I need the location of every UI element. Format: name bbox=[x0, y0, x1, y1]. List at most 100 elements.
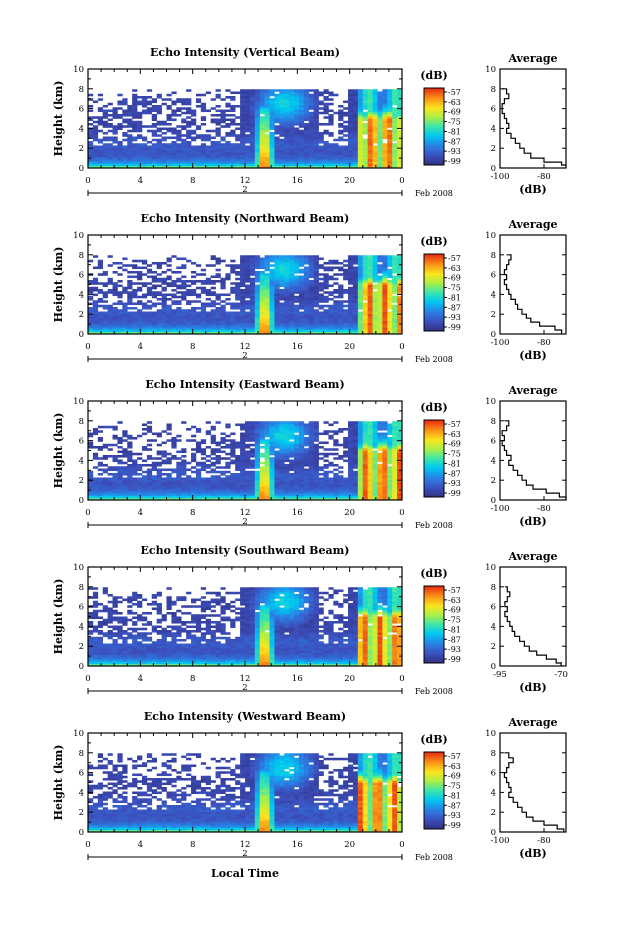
heat-cell bbox=[112, 125, 118, 128]
heat-cell bbox=[313, 114, 319, 117]
heat-cell bbox=[362, 143, 368, 146]
heat-cell bbox=[274, 255, 280, 258]
colorbar-tick-label: -63 bbox=[448, 264, 461, 273]
heat-cell bbox=[303, 461, 310, 465]
heat-cell bbox=[328, 93, 334, 97]
heat-cell bbox=[102, 318, 108, 321]
heat-cell bbox=[274, 259, 280, 263]
heat-cell bbox=[264, 264, 270, 267]
heat-cell bbox=[245, 479, 251, 483]
heat-cell bbox=[249, 268, 256, 272]
heat-cell bbox=[225, 320, 231, 324]
heat-cell bbox=[284, 464, 290, 467]
heat-cell bbox=[294, 111, 300, 115]
heat-cell bbox=[127, 111, 133, 115]
heat-cell bbox=[352, 318, 359, 321]
heat-cell bbox=[254, 298, 261, 301]
heat-cell bbox=[195, 464, 202, 467]
heat-cell bbox=[279, 282, 285, 285]
heat-cell bbox=[102, 327, 108, 330]
heat-cell bbox=[132, 307, 138, 310]
heat-cell bbox=[274, 322, 280, 326]
heat-cell bbox=[279, 123, 285, 126]
heat-cell bbox=[215, 475, 221, 478]
heat-cell bbox=[141, 262, 148, 265]
heat-cell bbox=[97, 120, 104, 124]
heat-cell bbox=[254, 107, 261, 110]
heat-cell bbox=[102, 147, 108, 151]
heat-cell bbox=[259, 497, 265, 501]
heat-cell bbox=[166, 329, 172, 333]
heat-cell bbox=[195, 486, 202, 490]
heat-cell bbox=[348, 304, 354, 308]
heat-cell bbox=[176, 329, 182, 333]
heat-cell bbox=[171, 486, 177, 490]
heat-cell bbox=[269, 109, 275, 113]
heat-cell bbox=[279, 322, 285, 326]
heat-cell bbox=[92, 255, 99, 258]
heat-cell bbox=[382, 129, 388, 133]
colorbar-tick-label: -63 bbox=[448, 98, 461, 107]
heat-cell bbox=[318, 482, 324, 485]
heat-cell bbox=[323, 96, 329, 99]
heat-cell bbox=[313, 446, 319, 449]
heat-cell bbox=[117, 266, 123, 270]
heat-cell bbox=[392, 163, 398, 167]
heat-cell bbox=[289, 111, 295, 115]
heat-cell bbox=[186, 156, 192, 160]
heat-cell bbox=[279, 132, 285, 135]
heat-cell bbox=[146, 268, 153, 272]
heat-cell bbox=[367, 102, 373, 106]
heat-cell bbox=[298, 322, 305, 326]
heat-cell bbox=[156, 284, 162, 288]
colorbar bbox=[424, 88, 444, 166]
heat-cell bbox=[181, 479, 187, 483]
heat-cell bbox=[215, 493, 221, 496]
heat-cell bbox=[200, 123, 207, 126]
heat-cell bbox=[333, 311, 339, 315]
heat-cell bbox=[186, 145, 192, 149]
heat-cell bbox=[205, 109, 211, 113]
heat-cell bbox=[284, 127, 290, 131]
heat-cell bbox=[112, 455, 118, 458]
heat-cell bbox=[298, 282, 305, 285]
heat-cell bbox=[294, 98, 300, 101]
heat-cell bbox=[377, 96, 383, 99]
heat-cell bbox=[343, 150, 349, 153]
heat-cell bbox=[367, 163, 373, 167]
heat-cell bbox=[176, 147, 182, 151]
heat-cell bbox=[294, 331, 300, 335]
heat-cell bbox=[269, 143, 275, 146]
heat-cell bbox=[151, 123, 157, 126]
heat-cell bbox=[186, 495, 192, 499]
heat-cell bbox=[230, 318, 236, 321]
heat-cell bbox=[298, 89, 305, 92]
heat-cell bbox=[294, 484, 300, 487]
heat-cell bbox=[294, 284, 300, 288]
heat-cell bbox=[328, 91, 334, 95]
heat-cell bbox=[186, 163, 192, 167]
heat-cell bbox=[387, 96, 393, 99]
heat-cell bbox=[245, 154, 251, 158]
heat-cell bbox=[141, 109, 148, 113]
heat-cell bbox=[161, 154, 167, 158]
heat-cell bbox=[328, 284, 334, 288]
heat-cell bbox=[166, 318, 172, 321]
heat-cell bbox=[352, 93, 359, 97]
colorbar-cell bbox=[424, 271, 444, 274]
heat-cell bbox=[377, 114, 383, 117]
heat-cell bbox=[166, 275, 172, 279]
heat-cell bbox=[195, 316, 202, 319]
heat-cell bbox=[171, 165, 177, 169]
x-tick-label: 0 bbox=[85, 342, 90, 352]
heat-cell bbox=[171, 497, 177, 501]
heat-cell bbox=[318, 156, 324, 160]
heat-cell bbox=[289, 432, 295, 436]
heat-cell bbox=[313, 127, 319, 131]
heat-cell bbox=[205, 264, 211, 267]
heat-cell bbox=[205, 331, 211, 335]
day-label: 2 bbox=[242, 185, 247, 195]
heat-cell bbox=[97, 325, 104, 328]
heat-cell bbox=[392, 98, 398, 101]
heat-cell bbox=[254, 100, 261, 104]
